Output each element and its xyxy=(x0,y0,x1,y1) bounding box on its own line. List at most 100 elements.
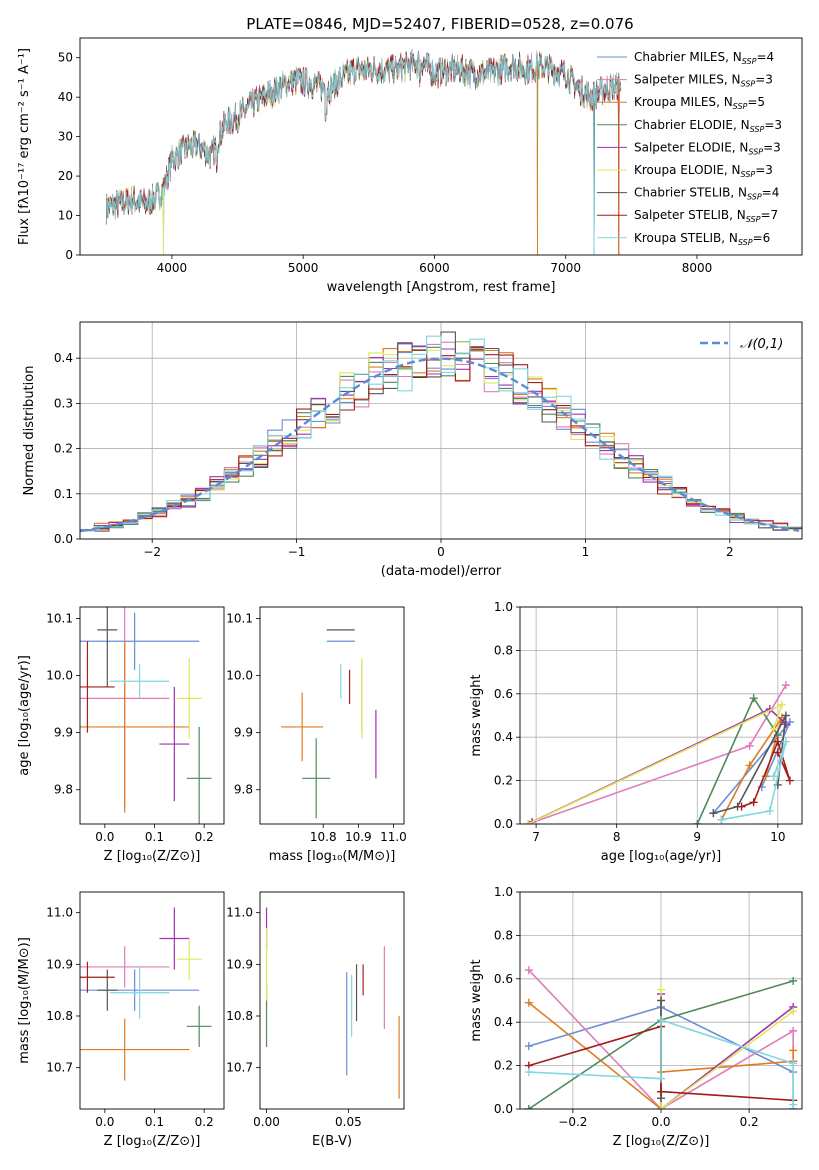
y-tick-label: 9.9 xyxy=(234,726,253,740)
x-tick-label: 10.9 xyxy=(345,830,372,844)
legend-n: , N xyxy=(730,186,747,200)
x-tick-label: 2 xyxy=(726,545,734,559)
errorbar-salpeter-elodie xyxy=(159,686,190,802)
panel-weight-vs-Z: −0.2 0.0 0.2 0.0 0.2 0.4 0.6 0.8 1.0 Z [log₁₀(Z/Z… xyxy=(469,885,803,1149)
y-tick-label: 9.8 xyxy=(54,783,73,797)
series-marker xyxy=(717,815,726,824)
y-tick-label: 0.3 xyxy=(54,396,73,410)
x-tick-label: −2 xyxy=(143,545,161,559)
series-marker xyxy=(773,748,782,757)
series-chabrier-elodie xyxy=(693,694,782,824)
x-tick-label: 4000 xyxy=(157,261,188,275)
legend-entry: Chabrier MILES, NSSP=4 xyxy=(634,50,774,66)
errorbar-kroupa-miles xyxy=(80,641,190,813)
y-tick-label: 30 xyxy=(58,130,73,144)
legend-entry: Chabrier STELIB, NSSP=4 xyxy=(634,186,779,202)
x-tick-label: 0.1 xyxy=(145,1115,164,1129)
series-chabrier-stelib xyxy=(709,711,790,818)
series-line xyxy=(713,715,787,814)
legend-ssp: SSP xyxy=(733,102,748,111)
x-tick-label: 10 xyxy=(770,830,785,844)
errorbar-chabrier-miles xyxy=(80,612,200,670)
y-tick-label: 10.8 xyxy=(46,1009,73,1023)
y-tick-label: 0 xyxy=(65,248,73,262)
histogram-kroupa-stelib xyxy=(80,335,802,532)
y-tick-label: 9.9 xyxy=(54,726,73,740)
legend-nssp: =3 xyxy=(763,140,781,154)
legend-nssp: =4 xyxy=(756,50,774,64)
series-marker xyxy=(781,681,790,690)
y-axis-label: mass weight xyxy=(469,959,484,1041)
series-marker xyxy=(781,737,790,746)
y-tick-label: 10.7 xyxy=(226,1061,253,1075)
series-kroupa-stelib xyxy=(717,737,790,824)
spectrum-line-kroupa-stelib xyxy=(105,50,622,255)
series-marker xyxy=(524,1068,533,1077)
series-marker xyxy=(777,700,786,709)
y-tick-label: 0.4 xyxy=(494,730,513,744)
legend-nssp: =7 xyxy=(760,208,778,222)
plot-frame xyxy=(79,37,803,256)
panel-age-vs-Z: 0.0 0.1 0.2 9.8 9.9 10.0 10.1 Z [log₁₀(Z/Z⊙)] ag… xyxy=(17,606,225,864)
legend-nssp: =6 xyxy=(753,231,771,245)
series-marker xyxy=(789,1026,798,1035)
y-tick-label: 20 xyxy=(58,169,73,183)
series-marker xyxy=(657,985,665,994)
legend-n: , N xyxy=(732,140,749,154)
y-tick-label: 10.1 xyxy=(46,611,73,625)
y-tick-label: 11.0 xyxy=(226,906,253,920)
plot-frame xyxy=(79,606,225,825)
series-marker xyxy=(773,737,782,746)
legend-entry: Chabrier ELODIE, NSSP=3 xyxy=(634,118,782,134)
figure-title: PLATE=0846, MJD=52407, FIBERID=0528, z=0… xyxy=(246,15,633,33)
series-marker xyxy=(745,741,754,750)
legend-model: Chabrier ELODIE xyxy=(634,118,733,132)
legend-nssp: =3 xyxy=(764,118,782,132)
series-marker xyxy=(789,1059,798,1068)
plot-frame xyxy=(519,891,803,1110)
legend-entry: Salpeter STELIB, NSSP=7 xyxy=(634,208,778,224)
x-tick-label: 6000 xyxy=(419,261,450,275)
series-line xyxy=(721,741,787,821)
legend-nssp: =3 xyxy=(755,163,773,177)
legend-n: , N xyxy=(729,208,746,222)
legend-entry: Kroupa MILES, NSSP=5 xyxy=(634,95,765,111)
series-kroupa-stelib xyxy=(524,1016,798,1109)
x-tick-label: 1 xyxy=(582,545,590,559)
legend-entry: 𝒩(0,1) xyxy=(740,337,783,352)
x-tick-label: 0.2 xyxy=(740,1115,759,1129)
y-tick-label: 0.0 xyxy=(54,532,73,546)
series-marker xyxy=(657,1074,665,1083)
series-marker xyxy=(657,1105,665,1109)
errorbar-chabrier-miles xyxy=(80,969,200,1011)
normal-reference-curve xyxy=(79,357,800,533)
x-tick-label: 10.8 xyxy=(310,830,337,844)
series-marker xyxy=(657,1087,665,1096)
legend-ssp: SSP xyxy=(741,80,756,89)
y-tick-label: 40 xyxy=(58,90,73,104)
errorbar-chabrier-stelib xyxy=(97,969,118,1011)
legend-nssp: =3 xyxy=(755,73,773,87)
series-marker xyxy=(657,1016,665,1025)
y-tick-label: 0.6 xyxy=(494,687,513,701)
y-tick-label: 10.0 xyxy=(226,669,253,683)
y-tick-label: 10 xyxy=(58,209,73,223)
series-marker xyxy=(769,772,778,781)
series-kroupa-elodie xyxy=(524,700,786,824)
legend-model: Chabrier STELIB xyxy=(634,186,730,200)
legend-n: , N xyxy=(724,163,741,177)
y-tick-label: 0.1 xyxy=(54,487,73,501)
x-tick-label: −1 xyxy=(288,545,306,559)
panel-spectrum: 4000 5000 6000 7000 8000 0 10 20 30 40 50 wavelengt… xyxy=(17,37,803,295)
x-tick-label: 0.2 xyxy=(195,1115,214,1129)
legend-ssp: SSP xyxy=(747,193,762,202)
series-salpeter-stelib xyxy=(737,737,794,811)
legend-ssp: SSP xyxy=(746,215,761,224)
legend-model: Kroupa MILES xyxy=(634,95,716,109)
errorbar-chabrier-elodie xyxy=(186,1005,212,1047)
x-tick-label: 0.0 xyxy=(95,830,114,844)
errorbar-kroupa-stelib xyxy=(109,966,170,1019)
series-marker xyxy=(737,802,746,811)
errorbar-kroupa-miles xyxy=(80,1018,190,1081)
